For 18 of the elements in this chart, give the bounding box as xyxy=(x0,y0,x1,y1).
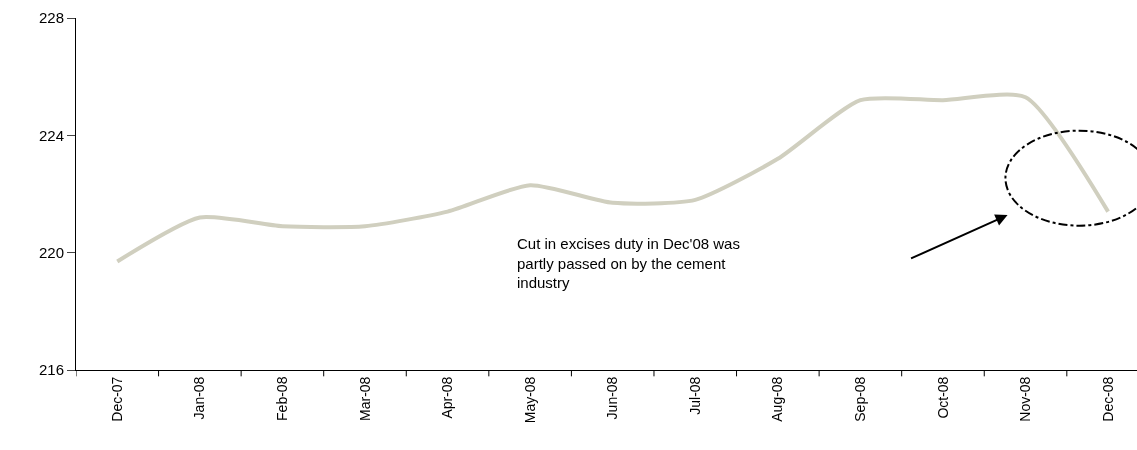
x-tick-label: Oct-08 xyxy=(934,376,951,419)
y-tick-label: 228 xyxy=(38,9,64,27)
x-tick-label: Apr-08 xyxy=(439,376,456,419)
y-tick-label: 220 xyxy=(38,243,64,261)
x-tick-label: Jul-08 xyxy=(686,376,703,415)
x-tick-label: Dec-07 xyxy=(108,376,125,422)
x-tick-label: Nov-08 xyxy=(1017,376,1034,422)
x-tick-label: Jan-08 xyxy=(191,376,208,420)
x-tick-label: Dec-08 xyxy=(1099,376,1116,422)
x-tick-label: Mar-08 xyxy=(356,376,373,421)
annotation: Cut in excises duty in Dec'08 was partly passed on by the cement industry xyxy=(517,235,740,291)
x-tick-label: Sep-08 xyxy=(851,376,868,422)
x-tick-label: Jun-08 xyxy=(604,376,621,420)
x-tick-label: May-08 xyxy=(521,376,538,424)
y-tick-label: 224 xyxy=(38,126,64,144)
x-tick-label: Feb-08 xyxy=(273,376,290,421)
x-tick-label: Aug-08 xyxy=(769,376,786,422)
y-tick-label: 216 xyxy=(38,361,64,379)
